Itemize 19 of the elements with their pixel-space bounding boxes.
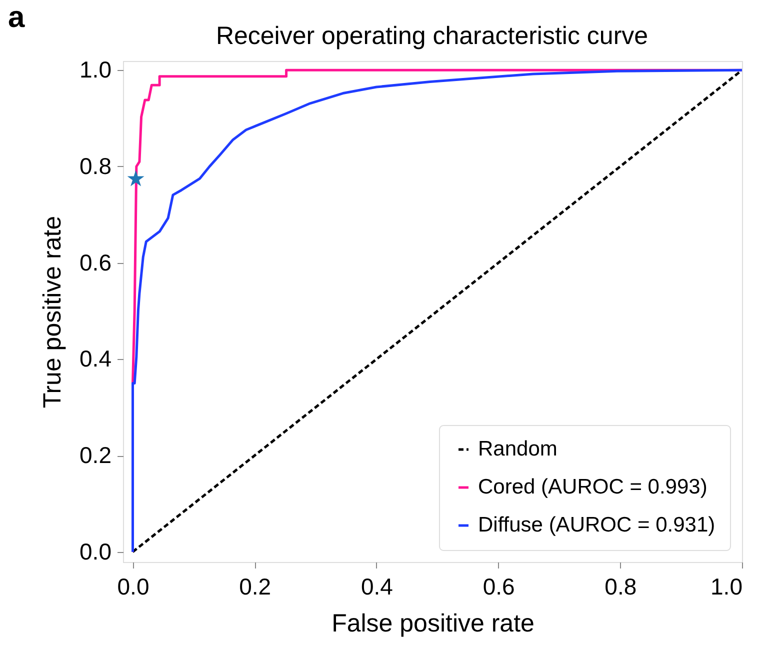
x-tick-label: 0.4	[360, 574, 394, 600]
legend-label: Diffuse (AUROC = 0.931)	[478, 514, 716, 536]
x-tick-label: 0.6	[482, 574, 515, 600]
text: a	[8, 1, 25, 34]
x-tick-label: 1.0	[710, 574, 742, 600]
y-tick-label: 0.8	[80, 153, 112, 179]
y-tick-label: 0.0	[80, 538, 112, 564]
x-axis-title: False positive rate	[332, 610, 534, 638]
y-tick-label: 0.6	[80, 249, 112, 276]
y-tick-label: 1.0	[80, 56, 112, 83]
legend-label: Random	[478, 438, 558, 460]
x-tick-label: 0.8	[604, 574, 637, 600]
chart-title: Receiver operating characteristic curve	[216, 22, 648, 50]
x-tick-label: 0.2	[239, 574, 272, 600]
y-axis-title: True positive rate	[38, 216, 67, 408]
y-tick-label: 0.4	[80, 346, 112, 372]
y-tick-label: 0.2	[80, 442, 112, 468]
legend-label: Cored (AUROC = 0.993)	[478, 476, 708, 498]
x-tick-label: 0.0	[117, 574, 150, 600]
